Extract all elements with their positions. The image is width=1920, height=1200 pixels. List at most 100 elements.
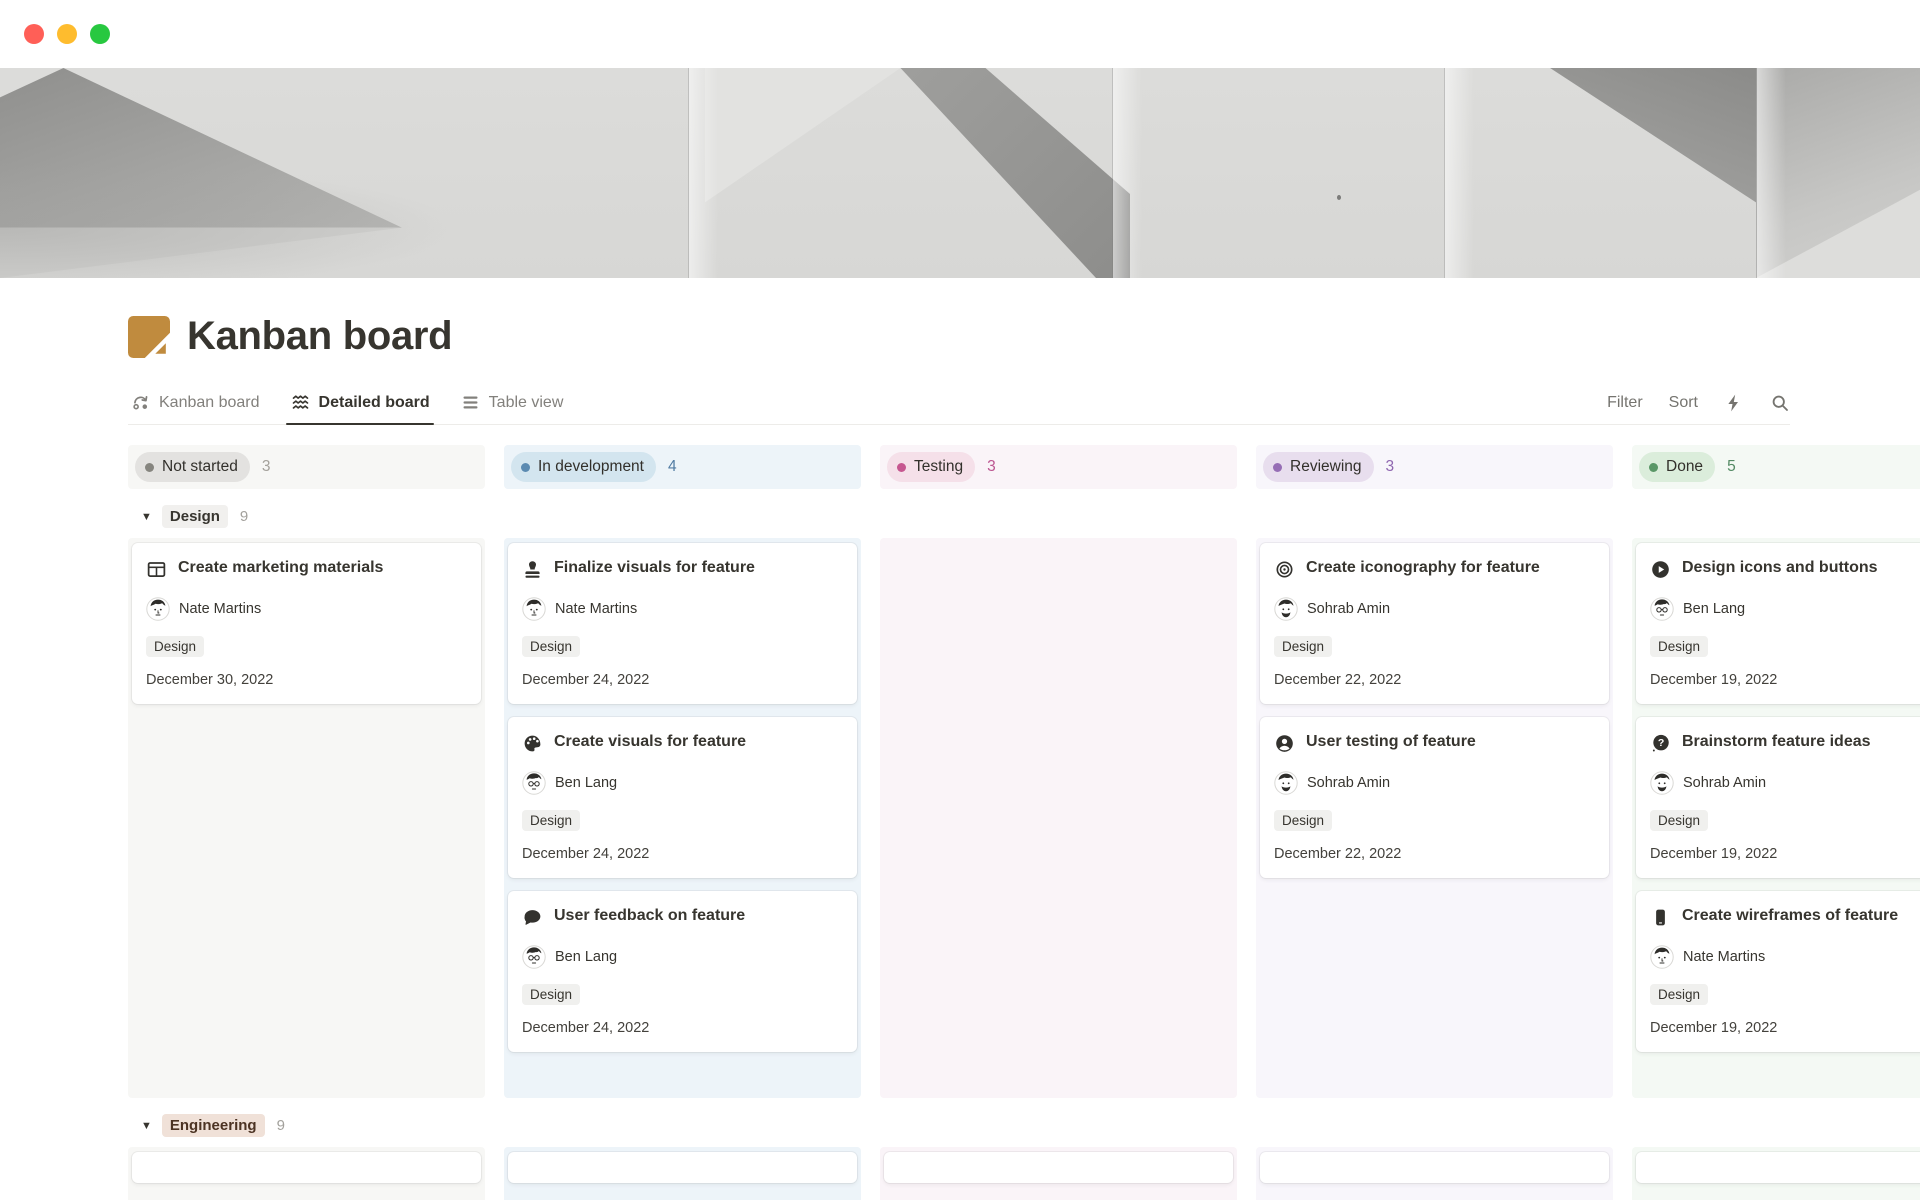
column-count: 3 — [1385, 458, 1395, 475]
avatar — [1650, 597, 1674, 621]
menu-lines-icon — [460, 392, 481, 413]
column-count: 5 — [1727, 458, 1736, 475]
tag-design: Design — [522, 810, 581, 831]
collapse-triangle-icon[interactable]: ▼ — [141, 1119, 152, 1132]
kanban-column-not-started: Create marketing materials Nate Martins … — [128, 538, 485, 1098]
palette-icon — [522, 733, 543, 754]
card-date: December 24, 2022 — [522, 846, 650, 862]
window-icon — [146, 559, 167, 580]
card-date: December 19, 2022 — [1650, 846, 1778, 862]
kanban-card[interactable] — [1260, 1152, 1609, 1183]
column-count: 3 — [261, 458, 271, 475]
kanban-card[interactable] — [1636, 1152, 1920, 1183]
tab-detailed-board[interactable]: Detailed board — [285, 381, 434, 425]
card-date: December 30, 2022 — [146, 672, 274, 688]
minimize-window-button[interactable] — [57, 24, 77, 44]
status-dot — [1649, 462, 1658, 472]
kanban-card[interactable]: Brainstorm feature ideas Sohrab Amin Des… — [1636, 717, 1920, 878]
assignee-name: Nate Martins — [1683, 949, 1766, 965]
kanban-column-done: Design icons and buttons Ben Lang Design… — [1632, 538, 1920, 1098]
group-label[interactable]: Engineering — [161, 1114, 265, 1137]
card-title: Create visuals for feature — [554, 733, 747, 750]
status-dot — [521, 462, 530, 472]
group-count: 9 — [239, 508, 249, 525]
status-dot — [897, 462, 906, 472]
card-title: User feedback on feature — [554, 907, 746, 924]
sort-button[interactable]: Sort — [1668, 393, 1698, 411]
group-header-engineering: ▼ Engineering 9 — [128, 1114, 1920, 1137]
kanban-card[interactable] — [884, 1152, 1233, 1183]
search-icon[interactable] — [1770, 393, 1790, 413]
kanban-card[interactable]: Design icons and buttons Ben Lang Design… — [1636, 543, 1920, 704]
page-title-row: Kanban board — [128, 314, 1920, 359]
kanban-card[interactable]: Create iconography for feature Sohrab Am… — [1260, 543, 1609, 704]
tab-kanban-board[interactable]: Kanban board — [128, 381, 262, 424]
tag-design: Design — [522, 636, 581, 657]
question-circle-icon — [1650, 733, 1671, 754]
kanban-column-testing — [880, 538, 1237, 1098]
kanban-card[interactable]: Create visuals for feature Ben Lang Desi… — [508, 717, 857, 878]
collapse-triangle-icon[interactable]: ▼ — [141, 510, 152, 523]
assignee-name: Ben Lang — [555, 775, 618, 791]
phone-icon — [1650, 907, 1671, 928]
window-titlebar — [0, 0, 1920, 68]
column-header-reviewing: Reviewing 3 — [1256, 445, 1613, 489]
kanban-column-in-development: Finalize visuals for feature Nate Martin… — [504, 538, 861, 1098]
column-count: 4 — [668, 458, 677, 475]
engineering-group-columns — [128, 1147, 1920, 1200]
page-title[interactable]: Kanban board — [187, 314, 453, 358]
kanban-card[interactable] — [508, 1152, 857, 1183]
card-title: Create iconography for feature — [1306, 559, 1540, 576]
person-circle-icon — [1274, 733, 1295, 754]
kanban-card[interactable]: User testing of feature Sohrab Amin Desi… — [1260, 717, 1609, 878]
group-header-design: ▼ Design 9 — [128, 505, 1920, 528]
group-label[interactable]: Design — [161, 505, 228, 528]
bolt-icon[interactable] — [1724, 393, 1744, 413]
assignee-name: Sohrab Amin — [1307, 775, 1391, 791]
card-date: December 22, 2022 — [1274, 672, 1402, 688]
card-title: Brainstorm feature ideas — [1682, 733, 1871, 750]
kanban-card[interactable]: Create wireframes of feature Nate Martin… — [1636, 891, 1920, 1052]
avatar — [1650, 945, 1674, 969]
cover-image — [0, 68, 1920, 278]
gold-kanban-icon[interactable] — [128, 316, 170, 358]
kanban-card[interactable]: User feedback on feature Ben Lang Design… — [508, 891, 857, 1052]
tag-design: Design — [146, 636, 205, 657]
kanban-column-done — [1632, 1147, 1920, 1200]
tag-design: Design — [1650, 810, 1709, 831]
kanban-column-reviewing: Create iconography for feature Sohrab Am… — [1256, 538, 1613, 1098]
kanban-card[interactable] — [132, 1152, 481, 1183]
card-date: December 19, 2022 — [1650, 1020, 1778, 1036]
avatar — [522, 771, 546, 795]
assignee-name: Nate Martins — [179, 601, 262, 617]
kanban-column-not-started — [128, 1147, 485, 1200]
assignee-name: Sohrab Amin — [1683, 775, 1767, 791]
card-title: Finalize visuals for feature — [554, 559, 755, 576]
avatar — [1274, 597, 1298, 621]
tag-design: Design — [1650, 984, 1709, 1005]
avatar — [146, 597, 170, 621]
close-window-button[interactable] — [24, 24, 44, 44]
group-count: 9 — [276, 1117, 285, 1134]
card-date: December 24, 2022 — [522, 1020, 650, 1036]
speech-bubble-icon — [522, 907, 543, 928]
tab-table-view[interactable]: Table view — [458, 381, 566, 424]
kanban-card[interactable]: Finalize visuals for feature Nate Martin… — [508, 543, 857, 704]
filter-button[interactable]: Filter — [1607, 393, 1643, 411]
card-date: December 22, 2022 — [1274, 846, 1402, 862]
card-date: December 19, 2022 — [1650, 672, 1778, 688]
kanban-card[interactable]: Create marketing materials Nate Martins … — [132, 543, 481, 704]
play-circle-icon — [1650, 559, 1671, 580]
waves-icon — [290, 392, 311, 413]
status-header-row: Not started 3 In development 4 Testing 3… — [128, 445, 1920, 489]
avatar — [522, 945, 546, 969]
column-header-testing: Testing 3 — [880, 445, 1237, 489]
card-title: Design icons and buttons — [1682, 559, 1878, 576]
tag-design: Design — [1274, 636, 1333, 657]
assignee-name: Ben Lang — [1683, 601, 1746, 617]
column-count: 3 — [987, 458, 996, 475]
avatar — [1650, 771, 1674, 795]
design-group-columns: Create marketing materials Nate Martins … — [128, 538, 1920, 1098]
zoom-window-button[interactable] — [90, 24, 110, 44]
kanban-column-testing — [880, 1147, 1237, 1200]
